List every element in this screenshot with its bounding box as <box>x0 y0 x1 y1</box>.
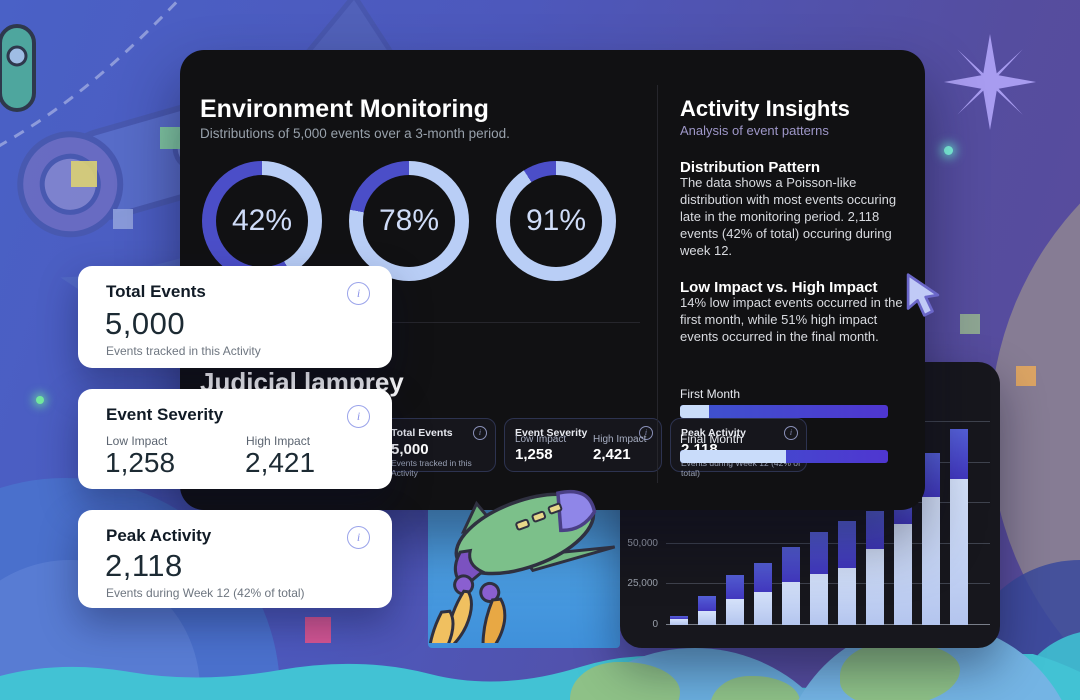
insights-heading-distribution: Distribution Pattern <box>680 159 821 176</box>
mini-card-total-events: Total Events i 5,000 Events tracked in t… <box>380 418 496 478</box>
mouse-cursor <box>906 273 940 317</box>
stacked-bar <box>894 498 912 625</box>
gridline <box>666 542 990 544</box>
mini-col-label: High Impact <box>593 434 647 445</box>
stat-card-peak-activity: Peak Activity i 2,118 Events during Week… <box>78 510 392 608</box>
stat-card-caption: Events during Week 12 (42% of total) <box>106 586 305 600</box>
page-title: Environment Monitoring <box>200 94 489 123</box>
stacked-bar <box>754 563 772 625</box>
stat-card-value: 2,118 <box>105 548 183 583</box>
info-icon[interactable]: i <box>639 426 653 440</box>
sky-window-illustration <box>428 498 620 648</box>
mini-card-caption: Events tracked in this Activity <box>391 458 472 478</box>
insights-body-distribution: The data shows a Poisson-like distributi… <box>680 175 897 258</box>
mini-card-value: 5,000 <box>391 441 429 458</box>
progress-label-final-month: Final Month <box>680 432 743 446</box>
mini-card-title: Peak Activity <box>681 427 746 439</box>
deco-square-yellow <box>71 161 97 187</box>
stat-card-value: 5,000 <box>105 306 186 341</box>
stat-card-title: Event Severity <box>106 405 224 424</box>
progress-bar-first-month <box>680 405 888 418</box>
mini-card-peak-activity: Peak Activity i 2,118 Events during Week… <box>670 418 807 478</box>
donut-chart-2: 78% <box>349 161 469 281</box>
deco-square-sage <box>960 314 980 334</box>
stat-col-value: 2,421 <box>245 447 316 478</box>
donut-value-3: 91% <box>525 204 587 237</box>
y-tick-label: 25,000 <box>627 578 658 590</box>
donut-value-1: 42% <box>231 204 293 237</box>
teal-wave <box>0 654 1080 700</box>
insights-title: Activity Insights <box>680 96 850 122</box>
progress-label-first-month: First Month <box>680 387 741 401</box>
earth-globe-illustration <box>530 648 860 700</box>
mini-col-value: 1,258 <box>515 446 553 463</box>
stacked-bar <box>866 511 884 625</box>
deco-dot-teal <box>944 146 953 155</box>
stat-col-value: 1,258 <box>105 447 176 478</box>
corner-teal-planet <box>1010 630 1080 700</box>
stacked-bar <box>670 615 688 625</box>
info-icon[interactable]: i <box>347 526 370 549</box>
stat-col-label: High Impact <box>246 434 311 448</box>
small-rocket-illustration <box>0 24 36 112</box>
stacked-bar-series <box>670 428 968 625</box>
insights-heading-impact: Low Impact vs. High Impact <box>680 279 878 296</box>
mini-col-value: 2,421 <box>593 446 631 463</box>
stacked-bar <box>698 595 716 625</box>
horizontal-divider <box>200 322 640 323</box>
y-axis-labels: 0 25,000 50,000 <box>620 414 662 630</box>
donut-chart-1: 42% <box>202 161 322 281</box>
info-icon[interactable]: i <box>473 426 487 440</box>
sparkle-star-icon <box>943 34 1037 130</box>
insights-body-impact: 14% low impact events occurred in the fi… <box>680 295 903 344</box>
vertical-divider <box>657 85 658 483</box>
stacked-bar <box>782 547 800 625</box>
stacked-bar <box>838 520 856 625</box>
progress-fill <box>680 405 710 418</box>
mini-card-title: Event Severity <box>515 427 588 439</box>
mini-card-caption: Events during Week 12 (42% of total) <box>681 458 801 478</box>
stat-card-caption: Events tracked in this Activity <box>106 344 261 358</box>
info-icon[interactable]: i <box>347 282 370 305</box>
stacked-bar <box>726 575 744 625</box>
stat-card-total-events: Total Events i 5,000 Events tracked in t… <box>78 266 392 368</box>
mini-card-title: Total Events <box>391 427 453 439</box>
deco-square-lavender <box>113 209 133 229</box>
stacked-bar <box>810 531 828 625</box>
progress-bar-final-month <box>680 450 888 463</box>
stacked-bar <box>922 452 940 625</box>
stat-card-title: Total Events <box>106 282 206 301</box>
y-tick-label: 50,000 <box>627 537 658 549</box>
mini-col-label: Low Impact <box>515 434 567 445</box>
deco-square-green <box>160 127 182 149</box>
deco-square-pink <box>305 617 331 643</box>
progress-fill <box>680 450 787 463</box>
insights-subtitle: Analysis of event patterns <box>680 123 829 138</box>
donut-chart-3: 91% <box>496 161 616 281</box>
planet-illustration <box>990 100 1080 700</box>
mini-card-event-severity: Event Severity i Low Impact 1,258 High I… <box>504 418 662 472</box>
deco-square-orange <box>1016 366 1036 386</box>
donut-value-2: 78% <box>378 204 440 237</box>
info-icon[interactable]: i <box>347 405 370 428</box>
gridline <box>666 583 990 585</box>
y-tick-label: 0 <box>652 619 658 630</box>
stat-card-event-severity: Event Severity i Low Impact 1,258 High I… <box>78 389 392 489</box>
stat-col-label: Low Impact <box>106 434 168 448</box>
stacked-bar <box>950 428 968 625</box>
stat-card-title: Peak Activity <box>106 526 212 545</box>
page-subtitle: Distributions of 5,000 events over a 3-m… <box>200 125 510 141</box>
deco-dot-green <box>36 396 44 404</box>
info-icon[interactable]: i <box>784 426 798 440</box>
